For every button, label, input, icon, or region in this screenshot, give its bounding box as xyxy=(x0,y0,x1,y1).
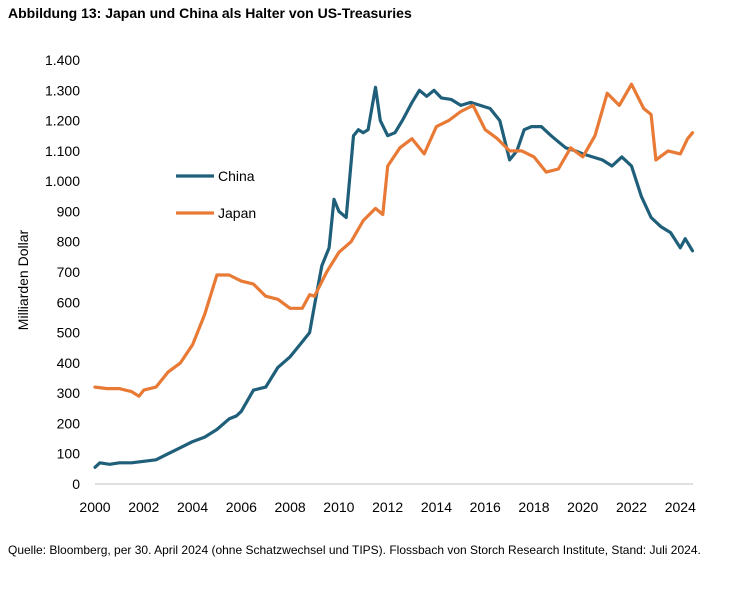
x-tick-label: 2006 xyxy=(226,499,257,515)
x-tick-label: 2000 xyxy=(79,499,110,515)
legend-label-china: China xyxy=(218,168,255,184)
chart-area: 0 100 200 300 400 500 600 700 800 900 1.000 1.100 1.… xyxy=(15,52,696,515)
y-tick-label: 200 xyxy=(57,415,81,431)
y-tick-label: 800 xyxy=(57,234,81,250)
y-tick-label: 400 xyxy=(57,355,81,371)
x-tick-label: 2010 xyxy=(323,499,354,515)
x-tick-label: 2008 xyxy=(275,499,306,515)
x-tick-label: 2002 xyxy=(128,499,159,515)
x-tick-label: 2016 xyxy=(470,499,501,515)
series-line-china xyxy=(93,85,695,469)
y-tick-label: 600 xyxy=(57,294,81,310)
legend-label-japan: Japan xyxy=(218,205,256,221)
y-axis-title: Milliarden Dollar xyxy=(15,229,31,330)
y-tick-label: 700 xyxy=(57,264,81,280)
y-tick-label: 100 xyxy=(57,446,81,462)
series-lines xyxy=(93,82,695,469)
series-line-japan xyxy=(93,82,695,398)
y-tick-label: 1.200 xyxy=(45,113,80,129)
chart-title: Abbildung 13: Japan und China als Halter… xyxy=(8,5,412,21)
legend: China Japan xyxy=(176,168,256,221)
y-tick-label: 1.000 xyxy=(45,173,80,189)
x-tick-label: 2012 xyxy=(372,499,403,515)
x-tick-label: 2004 xyxy=(177,499,208,515)
y-tick-label: 300 xyxy=(57,385,81,401)
x-tick-label: 2014 xyxy=(421,499,452,515)
source-note: Quelle: Bloomberg, per 30. April 2024 (o… xyxy=(8,543,701,557)
x-tick-label: 2022 xyxy=(616,499,647,515)
x-tick-label: 2024 xyxy=(665,499,696,515)
y-tick-label: 0 xyxy=(72,476,80,492)
y-tick-label: 1.300 xyxy=(45,82,80,98)
x-tick-label: 2018 xyxy=(518,499,549,515)
x-tick-label: 2020 xyxy=(567,499,598,515)
x-axis-ticks: 2000 2002 2004 2006 2008 2010 2012 2014 2016 2018… xyxy=(79,499,696,515)
y-tick-label: 900 xyxy=(57,203,81,219)
y-tick-label: 1.400 xyxy=(45,52,80,68)
y-tick-label: 500 xyxy=(57,325,81,341)
y-tick-label: 1.100 xyxy=(45,143,80,159)
y-axis-ticks: 0 100 200 300 400 500 600 700 800 900 1.000 1.100 1.… xyxy=(45,52,80,492)
